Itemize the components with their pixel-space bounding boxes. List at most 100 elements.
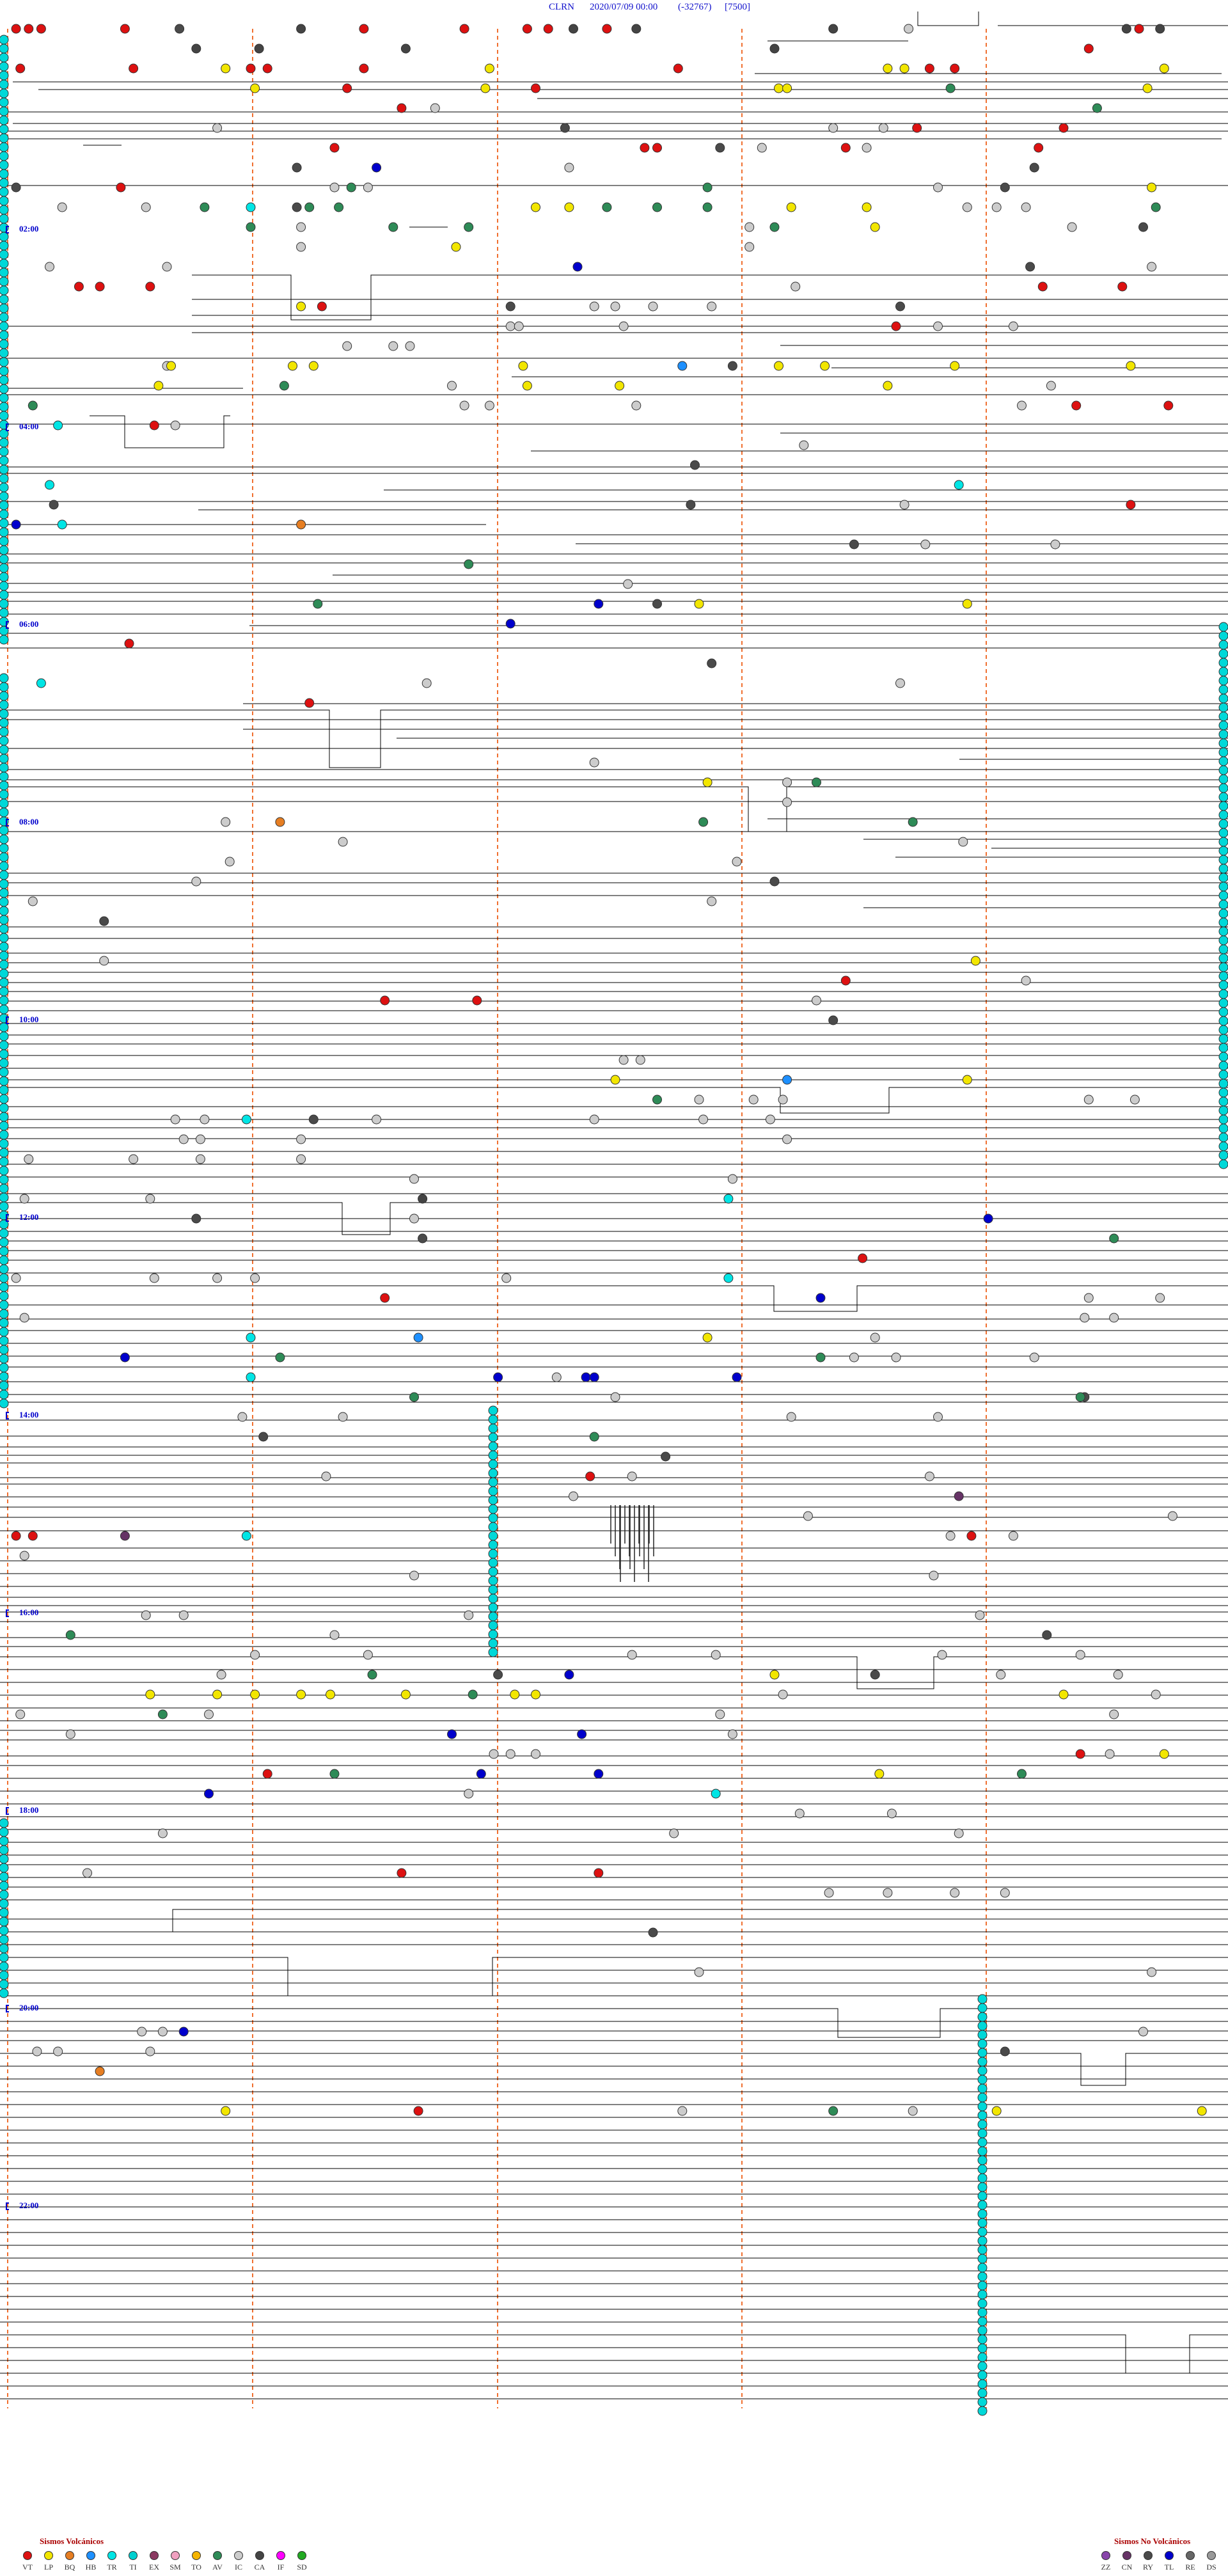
legend-volcanic-item-label-ic: IC: [235, 2563, 242, 2572]
event-lp-102: [451, 242, 461, 252]
event-vt-113: [1037, 281, 1048, 292]
cluster-right-28: [1218, 873, 1228, 883]
cluster-bottom-39: [977, 2343, 988, 2353]
cluster-mid-22: [488, 1602, 498, 1613]
event-lp-398: [1197, 2106, 1207, 2116]
cluster-right-21: [1218, 810, 1228, 820]
event-ic-190: [782, 777, 792, 787]
event-tl-279: [581, 1372, 591, 1382]
event-av-291: [589, 1432, 599, 1442]
event-ic-88: [962, 202, 972, 212]
cluster-bottom-10: [977, 2083, 988, 2094]
event-lp-25: [221, 63, 231, 74]
event-ic-96: [744, 222, 755, 232]
time-label-1000: 10:00: [19, 1015, 38, 1024]
event-ic-287: [338, 1412, 348, 1422]
legend-volcanic-item-label-sd: SD: [297, 2563, 307, 2572]
event-vt-158: [149, 420, 159, 431]
event-ic-381: [694, 1967, 704, 1977]
event-ry-183: [707, 658, 717, 668]
cluster-left-a-8: [0, 106, 9, 116]
cluster-left-b-8: [0, 745, 9, 755]
event-ry-317: [1042, 1630, 1052, 1640]
chart-header: CLRN 2020/07/09 00:00 (-32767) [7500]: [0, 0, 1228, 19]
cluster-left-c-9: [0, 1899, 9, 1909]
event-ic-368: [794, 1808, 805, 1819]
event-ic-149: [1046, 381, 1056, 391]
cluster-bottom-44: [977, 2388, 988, 2398]
event-lp-189: [702, 777, 712, 787]
event-av-95: [464, 222, 474, 232]
event-tl-106: [572, 262, 583, 272]
legend-volcanic-item-ex: EX: [143, 2551, 165, 2572]
legend-volcanic-item-label-tr: TR: [107, 2563, 117, 2572]
cluster-bottom-18: [977, 2155, 988, 2165]
event-ic-378: [950, 1888, 960, 1898]
event-ic-273: [849, 1352, 859, 1363]
event-av-338: [468, 1689, 478, 1700]
cluster-left-c-12: [0, 1925, 9, 1936]
cluster-left-c-11: [0, 1916, 9, 1927]
event-vt-30: [673, 63, 683, 74]
cluster-left-b-9: [0, 754, 9, 764]
cluster-bottom-40: [977, 2352, 988, 2362]
legend-volcanic-item-sd: SD: [291, 2551, 313, 2572]
cluster-bottom-30: [977, 2263, 988, 2273]
cluster-right-22: [1218, 819, 1228, 829]
event-vt-252: [858, 1253, 868, 1263]
cluster-mid-10: [488, 1495, 498, 1505]
event-ic-67: [329, 182, 340, 193]
cluster-mid-17: [488, 1558, 498, 1568]
event-ic-352: [727, 1729, 737, 1739]
cluster-mid-27: [488, 1647, 498, 1657]
cluster-left-a-17: [0, 187, 9, 197]
event-ic-386: [1138, 2027, 1148, 2037]
event-ic-319: [363, 1650, 373, 1660]
event-lp-143: [154, 381, 164, 391]
cluster-left-a-4: [0, 70, 9, 81]
event-ic-93: [296, 222, 306, 232]
cluster-left-a-60: [0, 572, 9, 582]
event-vt-374: [594, 1868, 604, 1878]
event-tr-246: [723, 1194, 734, 1204]
event-ic-239: [195, 1154, 205, 1164]
event-ic-47: [212, 123, 223, 133]
cluster-right-24: [1218, 837, 1228, 847]
cluster-right-12: [1218, 729, 1228, 739]
legend-volcanic-item-if: IF: [270, 2551, 292, 2572]
cluster-left-b-41: [0, 1040, 9, 1050]
event-ca-245: [418, 1194, 428, 1204]
cluster-right-52: [1218, 1087, 1228, 1098]
event-av-271: [275, 1352, 285, 1363]
legend-volcanic-item-hb: HB: [80, 2551, 102, 2572]
cluster-left-b-62: [0, 1228, 9, 1238]
cluster-left-b-4: [0, 709, 9, 719]
event-lp-335: [296, 1689, 306, 1700]
hour-bracket-10: [6, 2202, 9, 2210]
cluster-right-58: [1218, 1141, 1228, 1151]
event-ry-78: [292, 202, 302, 212]
event-ic-309: [409, 1570, 419, 1581]
event-ic-229: [372, 1114, 382, 1125]
cluster-left-a-29: [0, 294, 9, 304]
cluster-bottom-21: [977, 2182, 988, 2192]
legend-nonvolcanic-item-label-cn: CN: [1121, 2563, 1133, 2572]
cluster-left-a-67: [0, 635, 9, 645]
event-vt-34: [950, 63, 960, 74]
event-av-360: [329, 1769, 340, 1779]
station-code: CLRN: [549, 2, 575, 12]
cluster-right-8: [1218, 693, 1228, 704]
cluster-right-18: [1218, 783, 1228, 793]
cluster-left-b-37: [0, 1004, 9, 1015]
cluster-left-a-12: [0, 142, 9, 152]
cluster-mid-20: [488, 1584, 498, 1595]
event-vt-37: [342, 83, 352, 93]
cluster-bottom-26: [977, 2227, 988, 2237]
event-vt-187: [304, 698, 315, 708]
cluster-left-b-51: [0, 1130, 9, 1140]
cluster-mid-26: [488, 1638, 498, 1648]
event-ry-326: [493, 1670, 503, 1680]
event-av-345: [157, 1709, 168, 1719]
event-lp-136: [518, 361, 528, 371]
cluster-bottom-24: [977, 2209, 988, 2219]
